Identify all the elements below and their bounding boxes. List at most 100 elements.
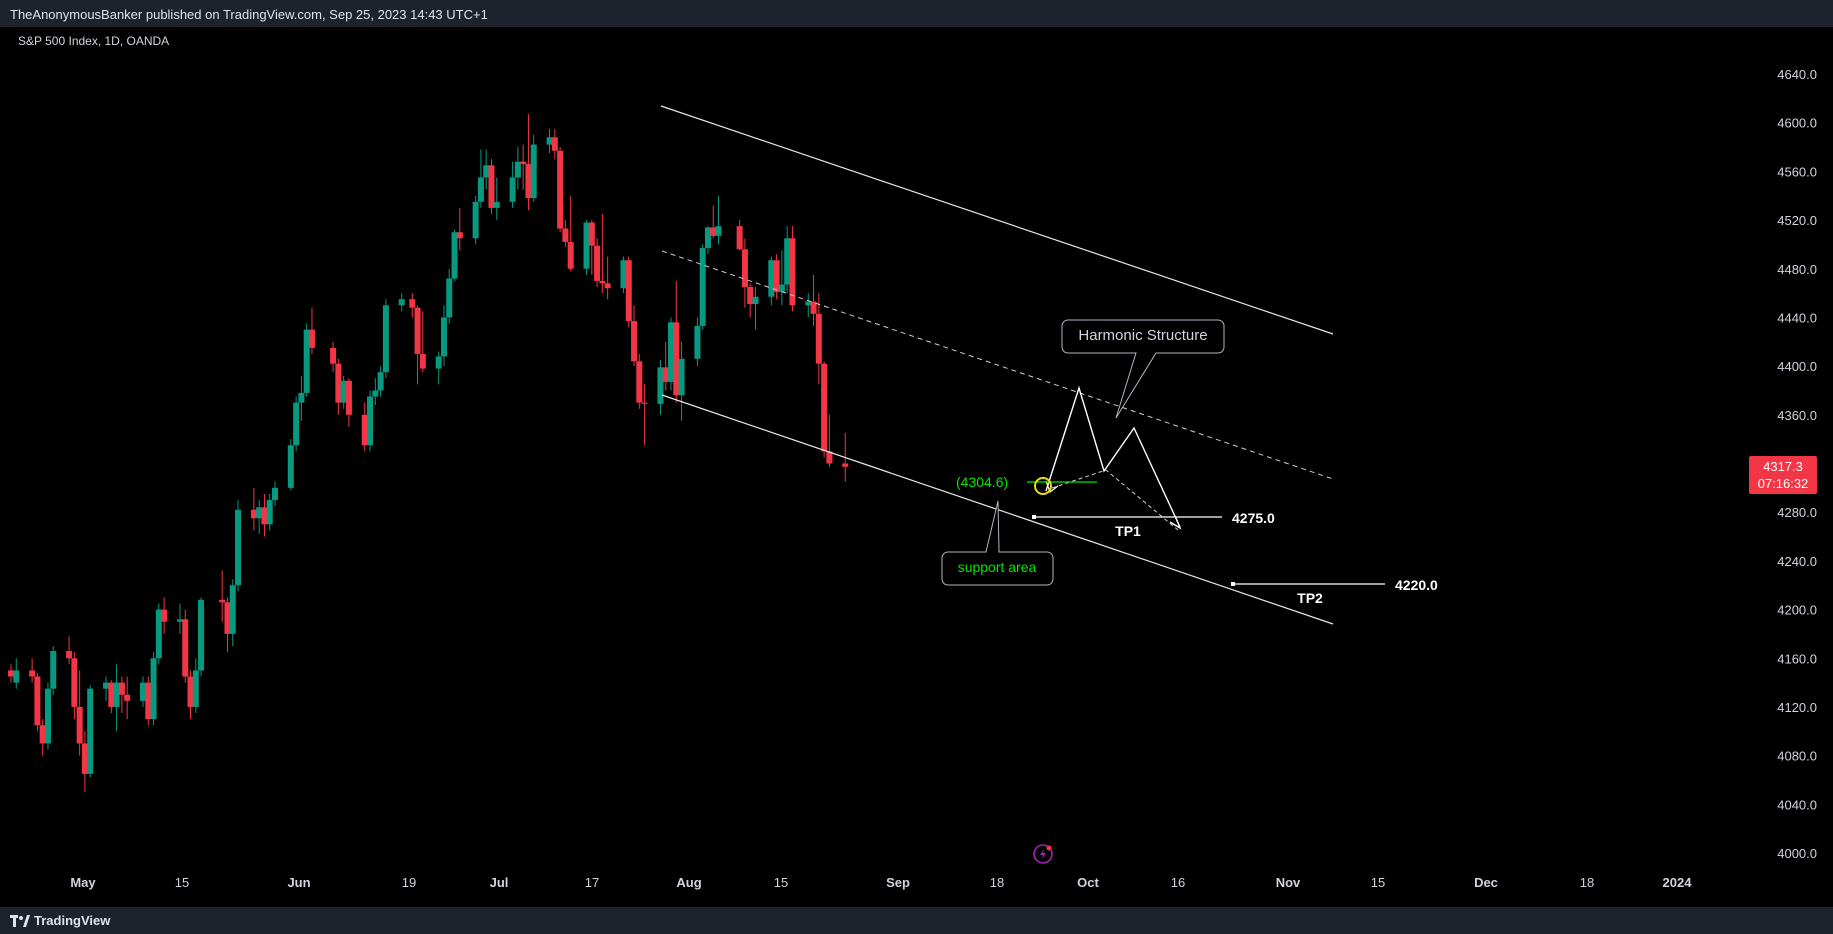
candle[interactable]	[557, 147, 564, 233]
candle[interactable]	[219, 570, 226, 622]
candle[interactable]	[256, 500, 263, 535]
candle[interactable]	[361, 402, 368, 452]
candle[interactable]	[752, 287, 759, 330]
candle[interactable]	[435, 351, 442, 385]
candle[interactable]	[821, 361, 828, 458]
candle[interactable]	[620, 256, 627, 294]
candle[interactable]	[345, 378, 352, 427]
channel-upper-line[interactable]	[660, 105, 1334, 335]
candle[interactable]	[229, 579, 236, 647]
candle[interactable]	[335, 358, 342, 415]
candle[interactable]	[815, 293, 822, 385]
candle[interactable]	[298, 375, 305, 421]
candle[interactable]	[293, 396, 300, 452]
candle[interactable]	[377, 366, 384, 397]
candle[interactable]	[50, 646, 57, 695]
candle[interactable]	[272, 481, 278, 507]
candle[interactable]	[488, 159, 495, 214]
candle[interactable]	[29, 658, 36, 683]
candle[interactable]	[567, 195, 574, 272]
candle[interactable]	[198, 597, 205, 677]
candle[interactable]	[483, 149, 490, 190]
candle[interactable]	[108, 680, 115, 714]
candle[interactable]	[398, 293, 405, 312]
candle[interactable]	[176, 603, 183, 634]
candle[interactable]	[303, 323, 310, 397]
candle[interactable]	[631, 305, 638, 367]
candle[interactable]	[530, 134, 537, 202]
last-price-tag[interactable]: 4317.3 07:16:32	[1749, 456, 1817, 494]
support-marker-circle[interactable]	[1034, 477, 1052, 495]
candle[interactable]	[224, 597, 231, 653]
candle[interactable]	[456, 207, 463, 251]
candle[interactable]	[588, 220, 595, 275]
candle[interactable]	[440, 305, 447, 367]
candle[interactable]	[261, 493, 268, 537]
candle[interactable]	[250, 487, 257, 531]
candle[interactable]	[103, 676, 110, 701]
candle[interactable]	[124, 676, 131, 720]
candle[interactable]	[372, 378, 379, 406]
candle[interactable]	[562, 220, 569, 247]
candle[interactable]	[330, 341, 337, 373]
candle[interactable]	[182, 609, 189, 683]
candle[interactable]	[13, 658, 20, 689]
candle[interactable]	[636, 353, 643, 409]
support-callout-box[interactable]	[941, 500, 1054, 586]
candle[interactable]	[673, 280, 680, 403]
candle[interactable]	[145, 676, 152, 726]
harmonic-projection-line[interactable]	[1045, 385, 1181, 528]
candle[interactable]	[287, 439, 294, 491]
tradingview-logo[interactable]: TradingView	[10, 913, 110, 928]
candle[interactable]	[657, 360, 664, 415]
candle[interactable]	[768, 256, 775, 306]
candle[interactable]	[150, 652, 157, 726]
candle[interactable]	[520, 144, 527, 190]
candle[interactable]	[583, 220, 590, 275]
candle[interactable]	[551, 128, 558, 160]
candle[interactable]	[604, 256, 611, 300]
candle[interactable]	[44, 682, 51, 750]
candle[interactable]	[113, 664, 120, 732]
candle[interactable]	[161, 597, 168, 634]
candle[interactable]	[34, 672, 41, 732]
price-chart[interactable]: Harmonic Structure support area (4304.6)…	[0, 0, 1833, 907]
candle[interactable]	[340, 375, 347, 409]
candle[interactable]	[192, 658, 199, 714]
candle[interactable]	[493, 177, 500, 221]
candle[interactable]	[118, 676, 125, 714]
candle[interactable]	[140, 676, 146, 707]
candle[interactable]	[778, 250, 785, 306]
candle[interactable]	[694, 317, 701, 367]
candle[interactable]	[66, 636, 73, 665]
candle[interactable]	[599, 213, 606, 294]
candle[interactable]	[662, 341, 669, 391]
candle[interactable]	[641, 384, 648, 446]
candle[interactable]	[509, 161, 516, 208]
candle[interactable]	[414, 305, 421, 385]
candle[interactable]	[773, 254, 780, 300]
candle[interactable]	[39, 719, 46, 756]
candle[interactable]	[715, 195, 722, 245]
harmonic-dashed-line[interactable]	[1051, 469, 1179, 531]
candle[interactable]	[704, 226, 711, 255]
candle[interactable]	[736, 220, 743, 251]
flash-icon[interactable]	[1033, 844, 1053, 864]
candle[interactable]	[409, 293, 416, 318]
tp1-anchor[interactable]	[1032, 515, 1036, 519]
candle[interactable]	[87, 685, 94, 778]
candle[interactable]	[789, 226, 796, 312]
candle[interactable]	[446, 268, 453, 324]
chart-area[interactable]	[0, 27, 1833, 907]
candle[interactable]	[187, 670, 194, 720]
candle[interactable]	[805, 293, 812, 318]
candle[interactable]	[625, 256, 632, 328]
candle[interactable]	[81, 731, 88, 793]
candle[interactable]	[546, 128, 553, 154]
tp2-anchor[interactable]	[1231, 582, 1235, 586]
channel-median-line[interactable]	[661, 250, 1334, 480]
candle[interactable]	[525, 114, 532, 211]
candle[interactable]	[747, 283, 754, 318]
candle[interactable]	[266, 493, 273, 531]
candle[interactable]	[419, 311, 426, 373]
